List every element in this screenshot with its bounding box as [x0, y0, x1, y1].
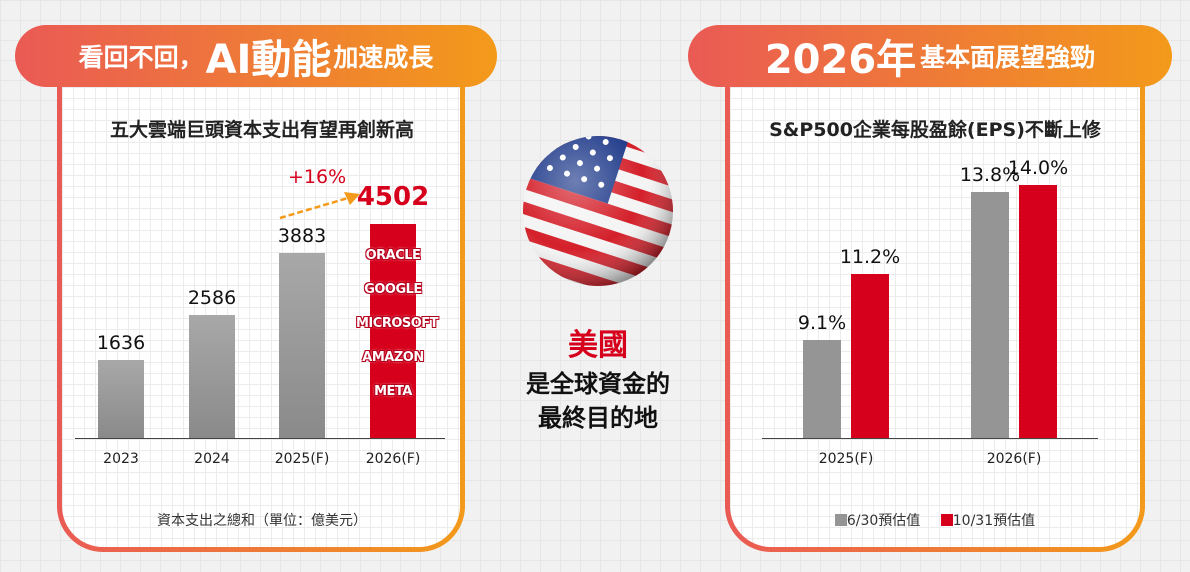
eps-value-label: 9.1%	[797, 312, 847, 335]
right-legend: 6/30預估值 10/31預估值	[730, 510, 1140, 530]
company-label: GOOGLE	[364, 282, 422, 297]
right-axis	[762, 438, 1098, 439]
legend-swatch-red	[940, 514, 953, 526]
x-tick-label: 2023	[103, 451, 139, 467]
eps-bar-2025(F)-0	[803, 340, 841, 438]
growth-label: +16%	[288, 166, 347, 188]
legend-swatch-gray	[834, 514, 847, 526]
left-axis	[75, 438, 445, 439]
capex-value-label: 3883	[277, 225, 327, 248]
right-title-big: 2026年	[764, 37, 917, 83]
capex-bar-2023	[98, 360, 144, 438]
eps-bar-2025(F)-1	[851, 273, 889, 438]
left-title-big: AI動能	[205, 37, 332, 83]
center-line3: 最終目的地	[538, 404, 658, 432]
capex-bar-2025(F)	[279, 253, 325, 438]
capex-bar-2024	[189, 315, 235, 438]
x-tick-label: 2025(F)	[818, 451, 874, 467]
legend-label-1031: 10/31預估值	[952, 513, 1036, 529]
eps-bar-2026(F)-0	[971, 191, 1009, 438]
usa-flag-globe-icon	[520, 133, 676, 289]
right-card	[725, 60, 1145, 552]
eps-value-label: 14.0%	[1007, 157, 1069, 180]
capex-bar-2026(F): ORACLE GOOGLE MICROSOFT AMAZON META	[356, 224, 439, 438]
capex-value-label: 1636	[96, 332, 146, 355]
x-tick-label: 2025(F)	[274, 451, 330, 467]
eps-value-label: 11.2%	[839, 245, 901, 268]
x-tick-label: 2026(F)	[365, 451, 421, 467]
eps-value-label: 13.8%	[959, 163, 1021, 186]
eps-bar-2026(F)-1	[1019, 185, 1057, 438]
left-title-post: 加速成長	[333, 43, 434, 72]
left-title-pre: 看回不回，	[78, 43, 204, 72]
x-tick-label: 2026(F)	[986, 451, 1042, 467]
company-label: ORACLE	[365, 248, 421, 263]
right-subtitle: S&P500企業每股盈餘(EPS)不斷上修	[769, 119, 1101, 141]
capex-value-label: 2586	[187, 287, 237, 310]
left-footnote: 資本支出之總和（單位：億美元）	[157, 513, 367, 529]
company-label: META	[374, 384, 412, 399]
left-title-banner: 看回不回， AI動能 加速成長	[15, 25, 497, 87]
company-label: AMAZON	[362, 350, 424, 365]
left-subtitle: 五大雲端巨頭資本支出有望再創新高	[109, 119, 414, 141]
right-title-post: 基本面展望強勁	[920, 43, 1096, 72]
center-headline: 美國	[568, 328, 628, 363]
center-line2: 是全球資金的	[526, 370, 670, 398]
x-tick-label: 2024	[194, 451, 230, 467]
growth-arrow-icon	[279, 192, 360, 220]
right-title-banner: 2026年 基本面展望強勁	[688, 25, 1172, 87]
legend-label-0630: 6/30預估值	[846, 513, 921, 529]
company-label: MICROSOFT	[356, 316, 439, 331]
capex-value-label: 4502	[356, 182, 430, 212]
